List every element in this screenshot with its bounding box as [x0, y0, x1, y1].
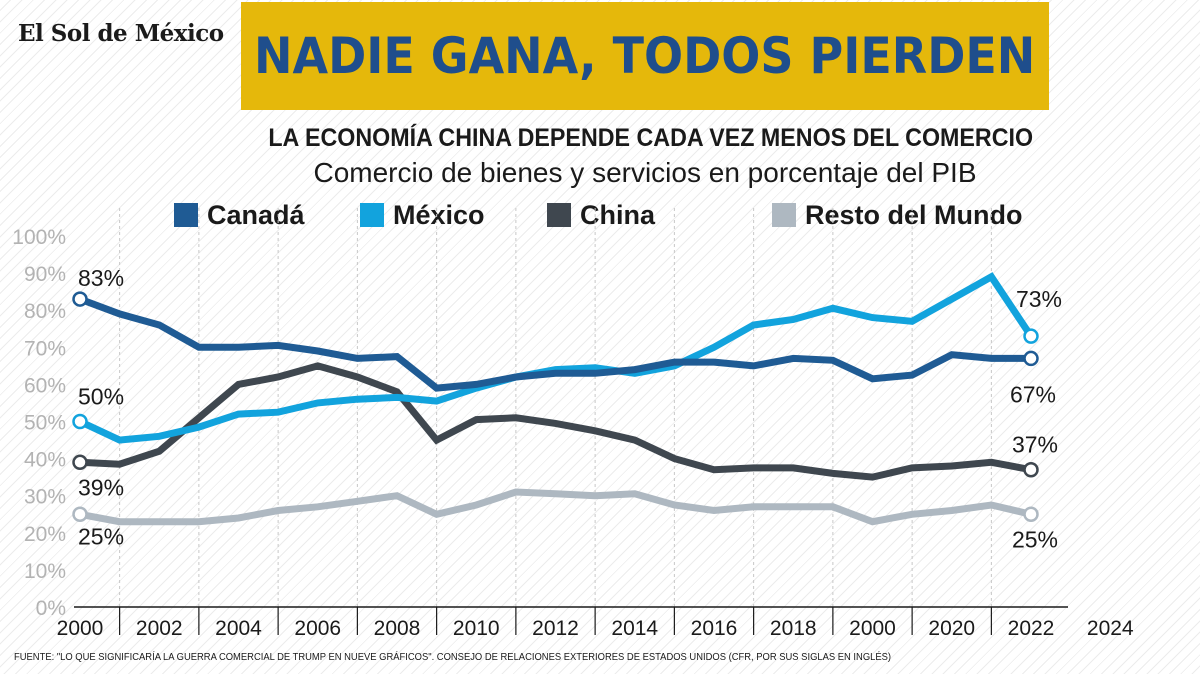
- y-tick-label: 0%: [36, 597, 66, 620]
- point-marker-mexico-start: [72, 413, 88, 430]
- y-tick-label: 80%: [24, 300, 66, 323]
- y-tick-label: 30%: [24, 486, 66, 509]
- data-label-canada-end: 67%: [1010, 381, 1056, 407]
- title-banner: NADIE GANA, TODOS PIERDEN: [241, 2, 1049, 110]
- x-tick-label: 2004: [215, 617, 262, 640]
- legend-swatch-china: [547, 203, 571, 227]
- logo: El Sol de México: [18, 20, 224, 47]
- legend-swatch-mexico: [360, 203, 384, 227]
- point-marker-china-start: [72, 454, 88, 471]
- series-line-resto: [79, 488, 1032, 526]
- x-tick-label: 2000: [849, 617, 896, 640]
- legend-item-resto: Resto del Mundo: [772, 200, 1023, 230]
- y-tick-label: 100%: [12, 226, 66, 249]
- x-tick-label: 2012: [532, 617, 579, 640]
- data-label-china-start: 39%: [78, 474, 124, 500]
- y-tick-label: 50%: [24, 412, 66, 435]
- chart-title: LA ECONOMÍA CHINA DEPENDE CADA VEZ MENOS…: [268, 124, 1034, 152]
- series-line-china: [79, 362, 1032, 481]
- legend-label-canada: Canadá: [207, 199, 305, 230]
- legend-label-mexico: México: [393, 199, 485, 230]
- point-marker-canada-end: [1023, 350, 1039, 367]
- x-tick-label: 2014: [611, 617, 658, 640]
- banner-title: NADIE GANA, TODOS PIERDEN: [254, 27, 1036, 85]
- source-footer: FUENTE: "LO QUE SIGNIFICARÍA LA GUERRA C…: [14, 652, 892, 663]
- y-tick-label: 10%: [24, 560, 66, 583]
- y-tick-label: 90%: [24, 263, 66, 286]
- point-marker-resto-end: [1023, 506, 1039, 522]
- legend-swatch-canada: [174, 203, 198, 227]
- legend-swatch-resto: [772, 203, 796, 227]
- x-tick-label: 2008: [374, 617, 421, 640]
- x-tick-label: 2010: [453, 617, 500, 640]
- point-marker-china-end: [1023, 461, 1039, 478]
- y-tick-label: 40%: [24, 449, 66, 472]
- x-tick-label: 2022: [1008, 617, 1055, 640]
- data-label-resto-start: 25%: [78, 523, 124, 549]
- legend-label-resto: Resto del Mundo: [805, 199, 1023, 230]
- legend-item-mexico: México: [360, 200, 485, 230]
- series-line-mexico: [78, 272, 1034, 444]
- data-label-resto-end: 25%: [1012, 526, 1058, 552]
- y-tick-label: 70%: [24, 337, 66, 360]
- x-tick-label: 2018: [770, 617, 817, 640]
- legend-item-canada: Canadá: [174, 200, 305, 230]
- chart-subtitle: Comercio de bienes y servicios en porcen…: [313, 157, 977, 188]
- point-marker-resto-start: [72, 506, 88, 522]
- series-line-canada: [78, 295, 1031, 392]
- legend-label-china: China: [580, 199, 656, 230]
- data-label-china-end: 37%: [1012, 432, 1058, 458]
- x-tick-label: 2002: [136, 617, 183, 640]
- point-marker-canada-start: [72, 291, 88, 307]
- y-tick-label: 60%: [24, 374, 66, 397]
- x-tick-label: 2024: [1087, 617, 1134, 640]
- x-tick-label: 2006: [294, 617, 341, 640]
- data-label-canada-start: 83%: [78, 265, 124, 291]
- x-tick-label: 2020: [928, 617, 975, 640]
- data-label-mexico-start: 50%: [78, 384, 124, 410]
- x-tick-label: 2000: [57, 617, 104, 640]
- legend-item-china: China: [547, 200, 655, 230]
- data-label-mexico-end: 73%: [1016, 286, 1062, 312]
- y-tick-label: 20%: [24, 523, 66, 546]
- x-tick-label: 2016: [691, 617, 738, 640]
- point-marker-mexico-end: [1023, 328, 1039, 344]
